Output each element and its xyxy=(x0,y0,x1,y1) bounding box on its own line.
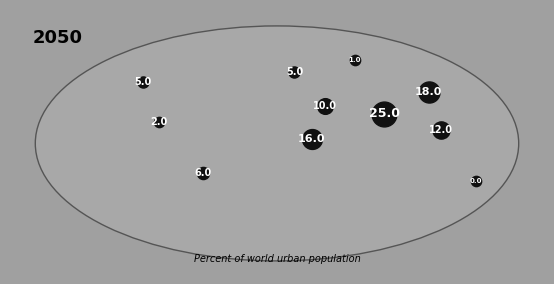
Point xyxy=(321,104,330,108)
Text: 0.0: 0.0 xyxy=(469,178,482,184)
Text: 2.0: 2.0 xyxy=(150,117,167,127)
Text: Percent of world urban population: Percent of world urban population xyxy=(194,254,360,264)
Point xyxy=(307,137,316,142)
Point xyxy=(380,112,389,116)
Point xyxy=(155,120,163,124)
Point xyxy=(290,70,299,74)
Ellipse shape xyxy=(35,26,519,261)
Text: 16.0: 16.0 xyxy=(298,134,326,144)
Text: 5.0: 5.0 xyxy=(134,77,151,87)
Text: 10.0: 10.0 xyxy=(314,101,337,111)
Text: 6.0: 6.0 xyxy=(194,168,212,178)
Text: 5.0: 5.0 xyxy=(286,67,303,77)
Point xyxy=(138,79,147,84)
Point xyxy=(199,171,208,175)
Point xyxy=(437,128,445,132)
Text: 1.0: 1.0 xyxy=(348,57,361,63)
Point xyxy=(471,179,480,183)
Point xyxy=(351,58,360,62)
Text: 12.0: 12.0 xyxy=(429,125,453,135)
Text: 18.0: 18.0 xyxy=(415,87,443,97)
Text: 25.0: 25.0 xyxy=(369,107,400,120)
Point xyxy=(424,90,433,95)
Text: 2050: 2050 xyxy=(33,29,83,47)
